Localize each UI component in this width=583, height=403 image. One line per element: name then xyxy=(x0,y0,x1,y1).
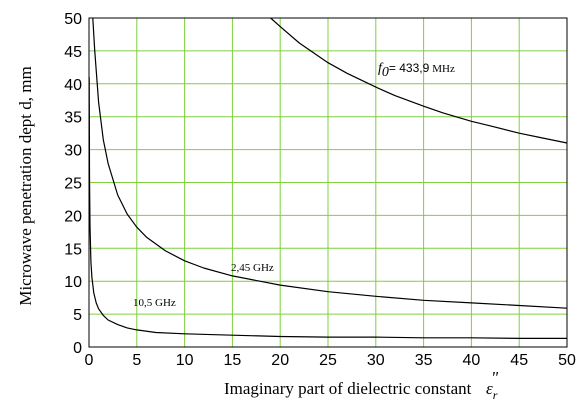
x-tick-label: 20 xyxy=(271,352,289,369)
series-line-1 xyxy=(92,17,568,309)
series-label-245ghz: 2,45 GHz xyxy=(231,262,274,274)
x-tick-label: 35 xyxy=(415,352,433,369)
series-line-2 xyxy=(88,77,567,339)
x-tick-label: 50 xyxy=(558,352,576,369)
x-tick-label: 10 xyxy=(176,352,194,369)
y-tick-label: 20 xyxy=(64,208,82,225)
y-tick-label: 10 xyxy=(64,274,82,291)
y-tick-label: 40 xyxy=(64,77,82,94)
x-tick-label: 25 xyxy=(319,352,337,369)
ticks: 0 5 10 15 20 25 30 35 40 45 50 0 5 10 15 20 25 30 35 40 45 50 xyxy=(64,11,576,369)
y-tick-label: 15 xyxy=(64,241,82,258)
x-tick-label: 0 xyxy=(85,352,94,369)
x-tick-label: 30 xyxy=(367,352,385,369)
x-axis-symbol-main: ε xyxy=(486,379,493,398)
series-label-433mhz: f0= 433,9 MHz xyxy=(378,61,455,80)
x-axis-title: Imaginary part of dielectric constant xyxy=(224,379,472,398)
x-tick-label: 45 xyxy=(510,352,528,369)
x-axis-symbol: εr xyxy=(486,379,498,402)
y-tick-label: 25 xyxy=(64,176,82,193)
series-label-433mhz-unit: MHz xyxy=(432,63,455,75)
y-tick-label: 5 xyxy=(73,307,82,324)
x-axis-symbol-sup: " xyxy=(491,368,499,387)
series-label-433mhz-symbol: f xyxy=(378,61,384,76)
curves xyxy=(88,17,568,339)
y-axis-title: Microwave penetration dept d, mm xyxy=(16,66,35,305)
series-label-433mhz-value: = 433,9 xyxy=(389,61,430,75)
y-tick-label: 30 xyxy=(64,143,82,160)
series-label-433mhz-sub: 0 xyxy=(382,65,389,80)
y-tick-label: 50 xyxy=(64,11,82,28)
x-tick-label: 5 xyxy=(132,352,141,369)
series-label-105ghz: 10,5 GHz xyxy=(133,297,176,309)
x-tick-label: 40 xyxy=(463,352,481,369)
x-tick-label: 15 xyxy=(224,352,242,369)
y-tick-label: 0 xyxy=(73,340,82,357)
series-line-0 xyxy=(270,17,568,144)
y-tick-label: 35 xyxy=(64,110,82,127)
x-axis-symbol-sub: r xyxy=(493,388,498,402)
y-tick-label: 45 xyxy=(64,44,82,61)
